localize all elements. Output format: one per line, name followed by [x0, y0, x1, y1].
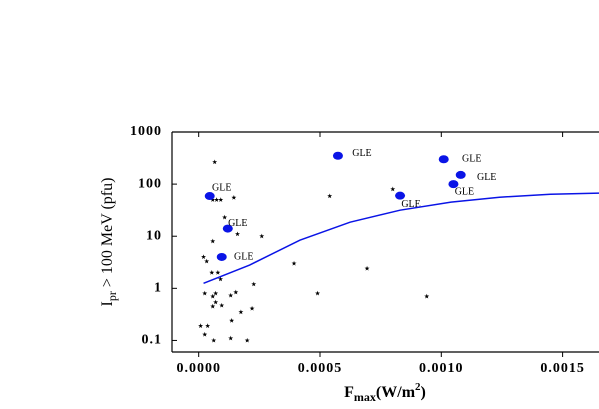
y-label-rest: > 100 MeV (pfu) [99, 178, 116, 292]
point-label: GLE [455, 186, 474, 197]
point-label: GLE [228, 218, 247, 229]
star-point [210, 197, 216, 202]
star-point [222, 214, 228, 220]
y-axis-label: Ipr > 100 MeV (pfu) [99, 178, 119, 307]
y-tick-label: 1000 [130, 124, 162, 139]
star-point [231, 195, 237, 200]
star-point [202, 290, 208, 296]
gle-point [438, 155, 449, 164]
star-point [201, 254, 207, 260]
star-point [233, 289, 239, 295]
point-label: GLE [462, 154, 481, 165]
star-point [213, 290, 219, 296]
y-label-sub: pr [105, 291, 119, 301]
star-point [204, 258, 210, 264]
star-point [210, 303, 216, 309]
x-label-rest: (W/m [376, 384, 416, 401]
x-label-sup: 2 [415, 381, 421, 393]
star-point [390, 186, 396, 192]
star-point [249, 305, 255, 311]
y-label-main: I [99, 301, 116, 306]
gle-point [222, 224, 233, 233]
star-point [209, 270, 215, 275]
x-tick-label: 0.0010 [419, 361, 464, 376]
x-label-main: F [344, 384, 354, 401]
point-label: GLE [234, 251, 253, 262]
star-point [205, 323, 211, 329]
star-point [218, 197, 224, 202]
x-tick-label: 0.0000 [176, 361, 221, 376]
point-label: GLE [477, 172, 496, 183]
star-point [238, 309, 244, 315]
gle-point [216, 252, 227, 261]
star-point [213, 299, 219, 305]
gle-point [395, 191, 406, 200]
star-point [327, 193, 333, 199]
y-tick-label: 1 [154, 281, 162, 296]
star-point [219, 302, 225, 308]
star-point [229, 318, 235, 323]
star-point [315, 290, 321, 296]
star-point [210, 238, 216, 244]
star-point [215, 270, 221, 275]
y-tick-label: 100 [138, 176, 162, 191]
star-point [291, 260, 297, 266]
fit-line [203, 192, 599, 284]
star-point [202, 331, 208, 337]
x-axis-label: Fmax(W/m2) [344, 381, 426, 404]
gle-point [204, 192, 215, 201]
point-label: GLE [401, 199, 420, 210]
star-point [218, 276, 223, 282]
star-point [364, 265, 370, 271]
star-point [212, 159, 218, 165]
y-tick-label: 10 [146, 228, 162, 243]
star-point [198, 323, 204, 329]
star-point [228, 292, 234, 298]
x-label-end: ) [421, 384, 426, 401]
y-tick-label: 0.1 [142, 333, 163, 348]
x-tick-label: 0.0005 [298, 361, 343, 376]
star-point [424, 293, 430, 299]
star-point [251, 281, 257, 287]
star-point [214, 197, 220, 202]
gle-point [332, 151, 343, 160]
star-point [259, 233, 265, 239]
x-label-sub: max [354, 390, 376, 404]
star-point [211, 337, 217, 343]
star-point [244, 337, 250, 343]
star-point [228, 335, 234, 341]
gle-point [455, 170, 466, 179]
point-label: GLE [352, 148, 371, 159]
point-label: GLE [212, 182, 231, 193]
gle-point [448, 180, 459, 189]
star-point [235, 231, 240, 237]
x-tick-label: 0.0015 [540, 361, 585, 376]
star-point [210, 293, 216, 299]
